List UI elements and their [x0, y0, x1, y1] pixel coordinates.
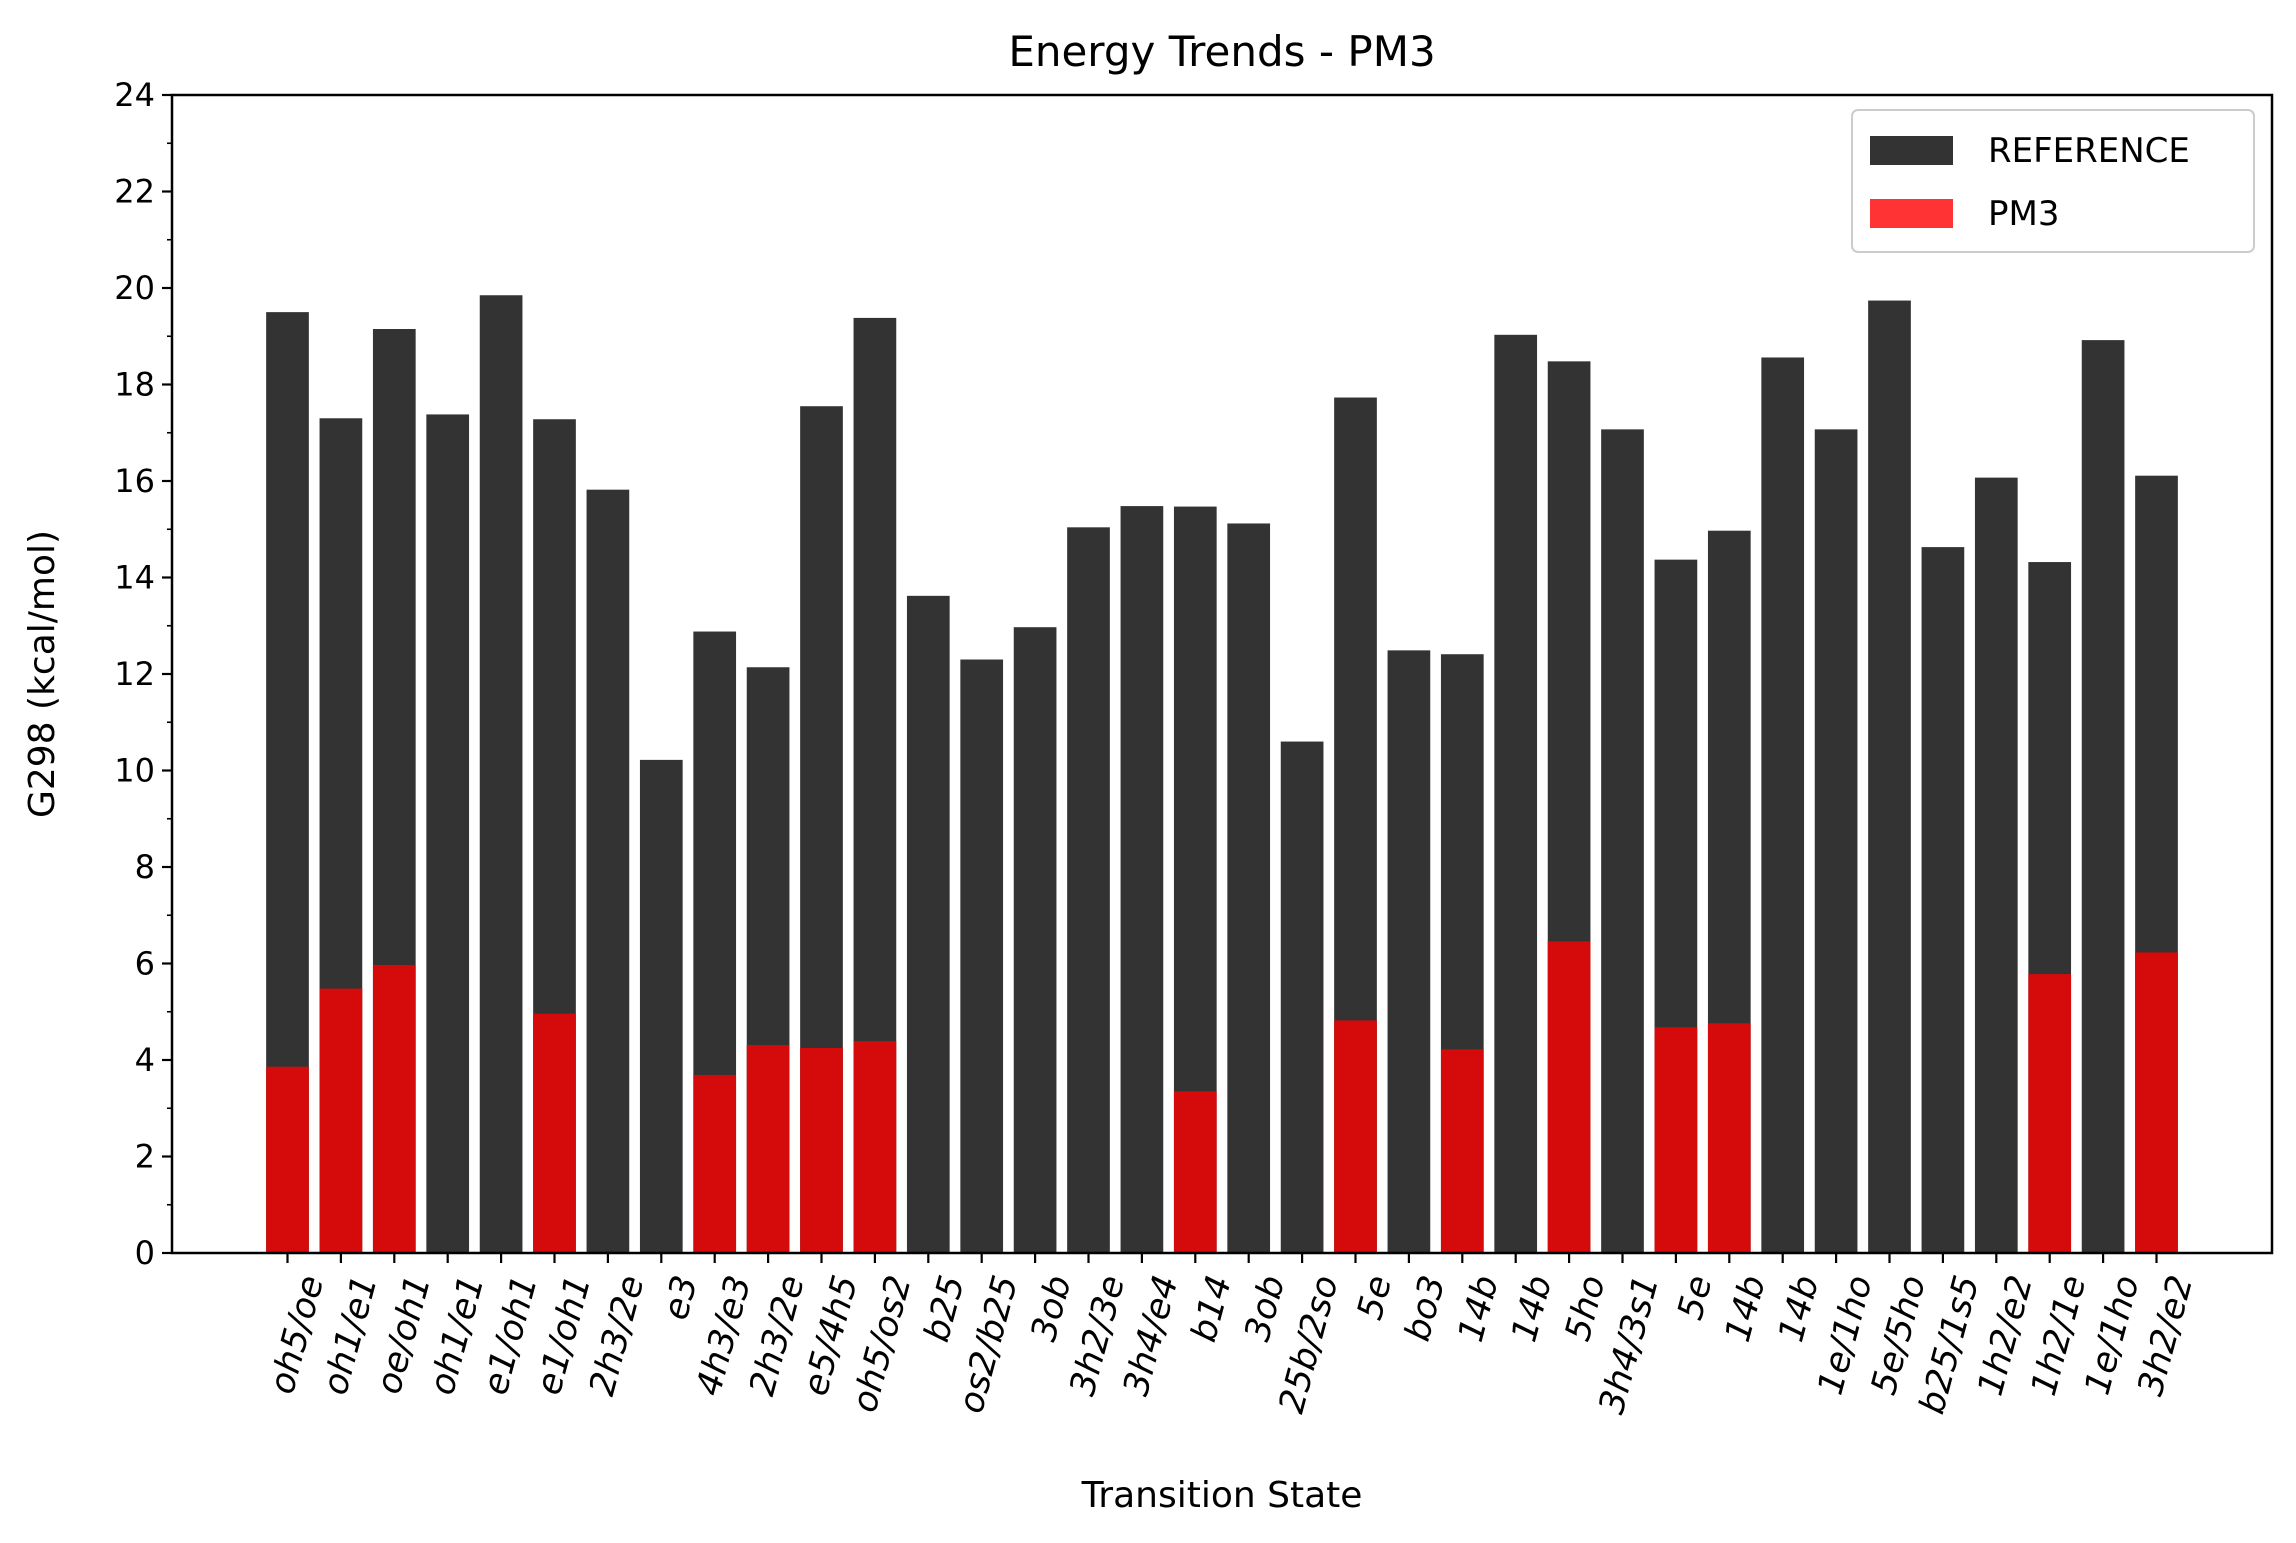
x-tick-label: bo3 — [1398, 1271, 1454, 1345]
y-axis-title: G298 (kcal/mol) — [22, 530, 63, 818]
y-tick-label: 22 — [114, 173, 155, 211]
legend: REFERENCE PM3 — [1851, 109, 2255, 253]
reference-bar — [426, 414, 470, 1253]
reference-bar — [1974, 477, 2018, 1253]
reference-bar — [1761, 357, 1805, 1254]
x-tick-label: 14b — [1718, 1271, 1774, 1346]
pm3-bar — [853, 1041, 897, 1253]
y-tick-label: 2 — [135, 1138, 155, 1176]
reference-bar — [1814, 429, 1858, 1253]
reference-bar — [1120, 506, 1164, 1254]
legend-label-reference: REFERENCE — [1988, 131, 2190, 171]
pm3-bar — [2135, 952, 2178, 1253]
y-tick-label: 12 — [114, 655, 155, 693]
reference-bar — [1868, 300, 1911, 1253]
y-tick-label: 14 — [114, 559, 155, 597]
pm3-bar — [1547, 941, 1591, 1253]
y-tick-label: 0 — [135, 1234, 155, 1272]
pm3-bar — [372, 964, 416, 1253]
y-tick-label: 20 — [114, 269, 155, 307]
reference-bar — [1013, 627, 1057, 1253]
y-tick-label: 8 — [135, 848, 155, 886]
reference-bar — [1227, 523, 1271, 1253]
x-axis: oh5/oeoh1/e1oe/oh1oh1/e1e1/oh1e1/oh12h3/… — [262, 1253, 2201, 1418]
y-tick-label: 18 — [114, 366, 155, 404]
y-tick-label: 10 — [114, 752, 155, 790]
reference-bar — [1601, 429, 1644, 1253]
pm3-bar — [800, 1047, 843, 1253]
reference-bar — [906, 595, 950, 1253]
reference-bar — [1280, 741, 1324, 1253]
x-tick-label: 14b — [1451, 1271, 1507, 1346]
x-tick-label: 5ho — [1558, 1271, 1614, 1345]
x-tick-label: 14b — [1504, 1271, 1560, 1346]
y-tick-label: 16 — [114, 462, 155, 500]
pm3-bar — [1440, 1049, 1484, 1253]
pm3-bar — [2028, 974, 2072, 1253]
reference-bar — [1387, 650, 1431, 1253]
pm3-bar — [1707, 1023, 1751, 1253]
reference-bars — [266, 295, 2178, 1254]
pm3-bar — [746, 1045, 790, 1253]
reference-bar — [1067, 527, 1110, 1253]
y-tick-label: 4 — [135, 1041, 155, 1079]
pm3-bar — [1173, 1091, 1217, 1253]
y-tick-label: 6 — [135, 945, 155, 983]
pm3-bar — [533, 1013, 576, 1253]
x-tick-label: 3ob — [1238, 1271, 1294, 1345]
legend-swatch-pm3 — [1870, 199, 1953, 228]
pm3-bars — [266, 941, 2178, 1253]
reference-bar — [586, 489, 630, 1253]
legend-label-pm3: PM3 — [1988, 194, 2059, 234]
x-axis-title: Transition State — [1081, 1475, 1363, 1516]
x-tick-label: b14 — [1184, 1271, 1240, 1346]
x-tick-label: e3 — [656, 1271, 706, 1324]
pm3-bar — [1654, 1027, 1698, 1253]
pm3-bar — [1334, 1020, 1377, 1253]
reference-bar — [2081, 340, 2125, 1253]
chart-title: Energy Trends - PM3 — [1008, 27, 1435, 76]
pm3-bar — [319, 988, 363, 1253]
reference-bar — [1494, 334, 1538, 1253]
pm3-bar — [693, 1074, 737, 1253]
reference-bar — [960, 659, 1004, 1253]
x-tick-label: 14b — [1771, 1271, 1827, 1346]
reference-bar — [639, 759, 683, 1253]
reference-bar — [1921, 547, 1965, 1253]
pm3-bar — [266, 1066, 309, 1253]
x-tick-label: 3ob — [1024, 1271, 1080, 1345]
reference-bar — [479, 295, 523, 1253]
legend-swatch-reference — [1870, 136, 1953, 165]
x-tick-label: 5e — [1671, 1271, 1721, 1324]
y-tick-label: 24 — [114, 76, 155, 114]
x-tick-label: 5e — [1350, 1271, 1400, 1324]
x-tick-label: b25 — [917, 1271, 973, 1346]
